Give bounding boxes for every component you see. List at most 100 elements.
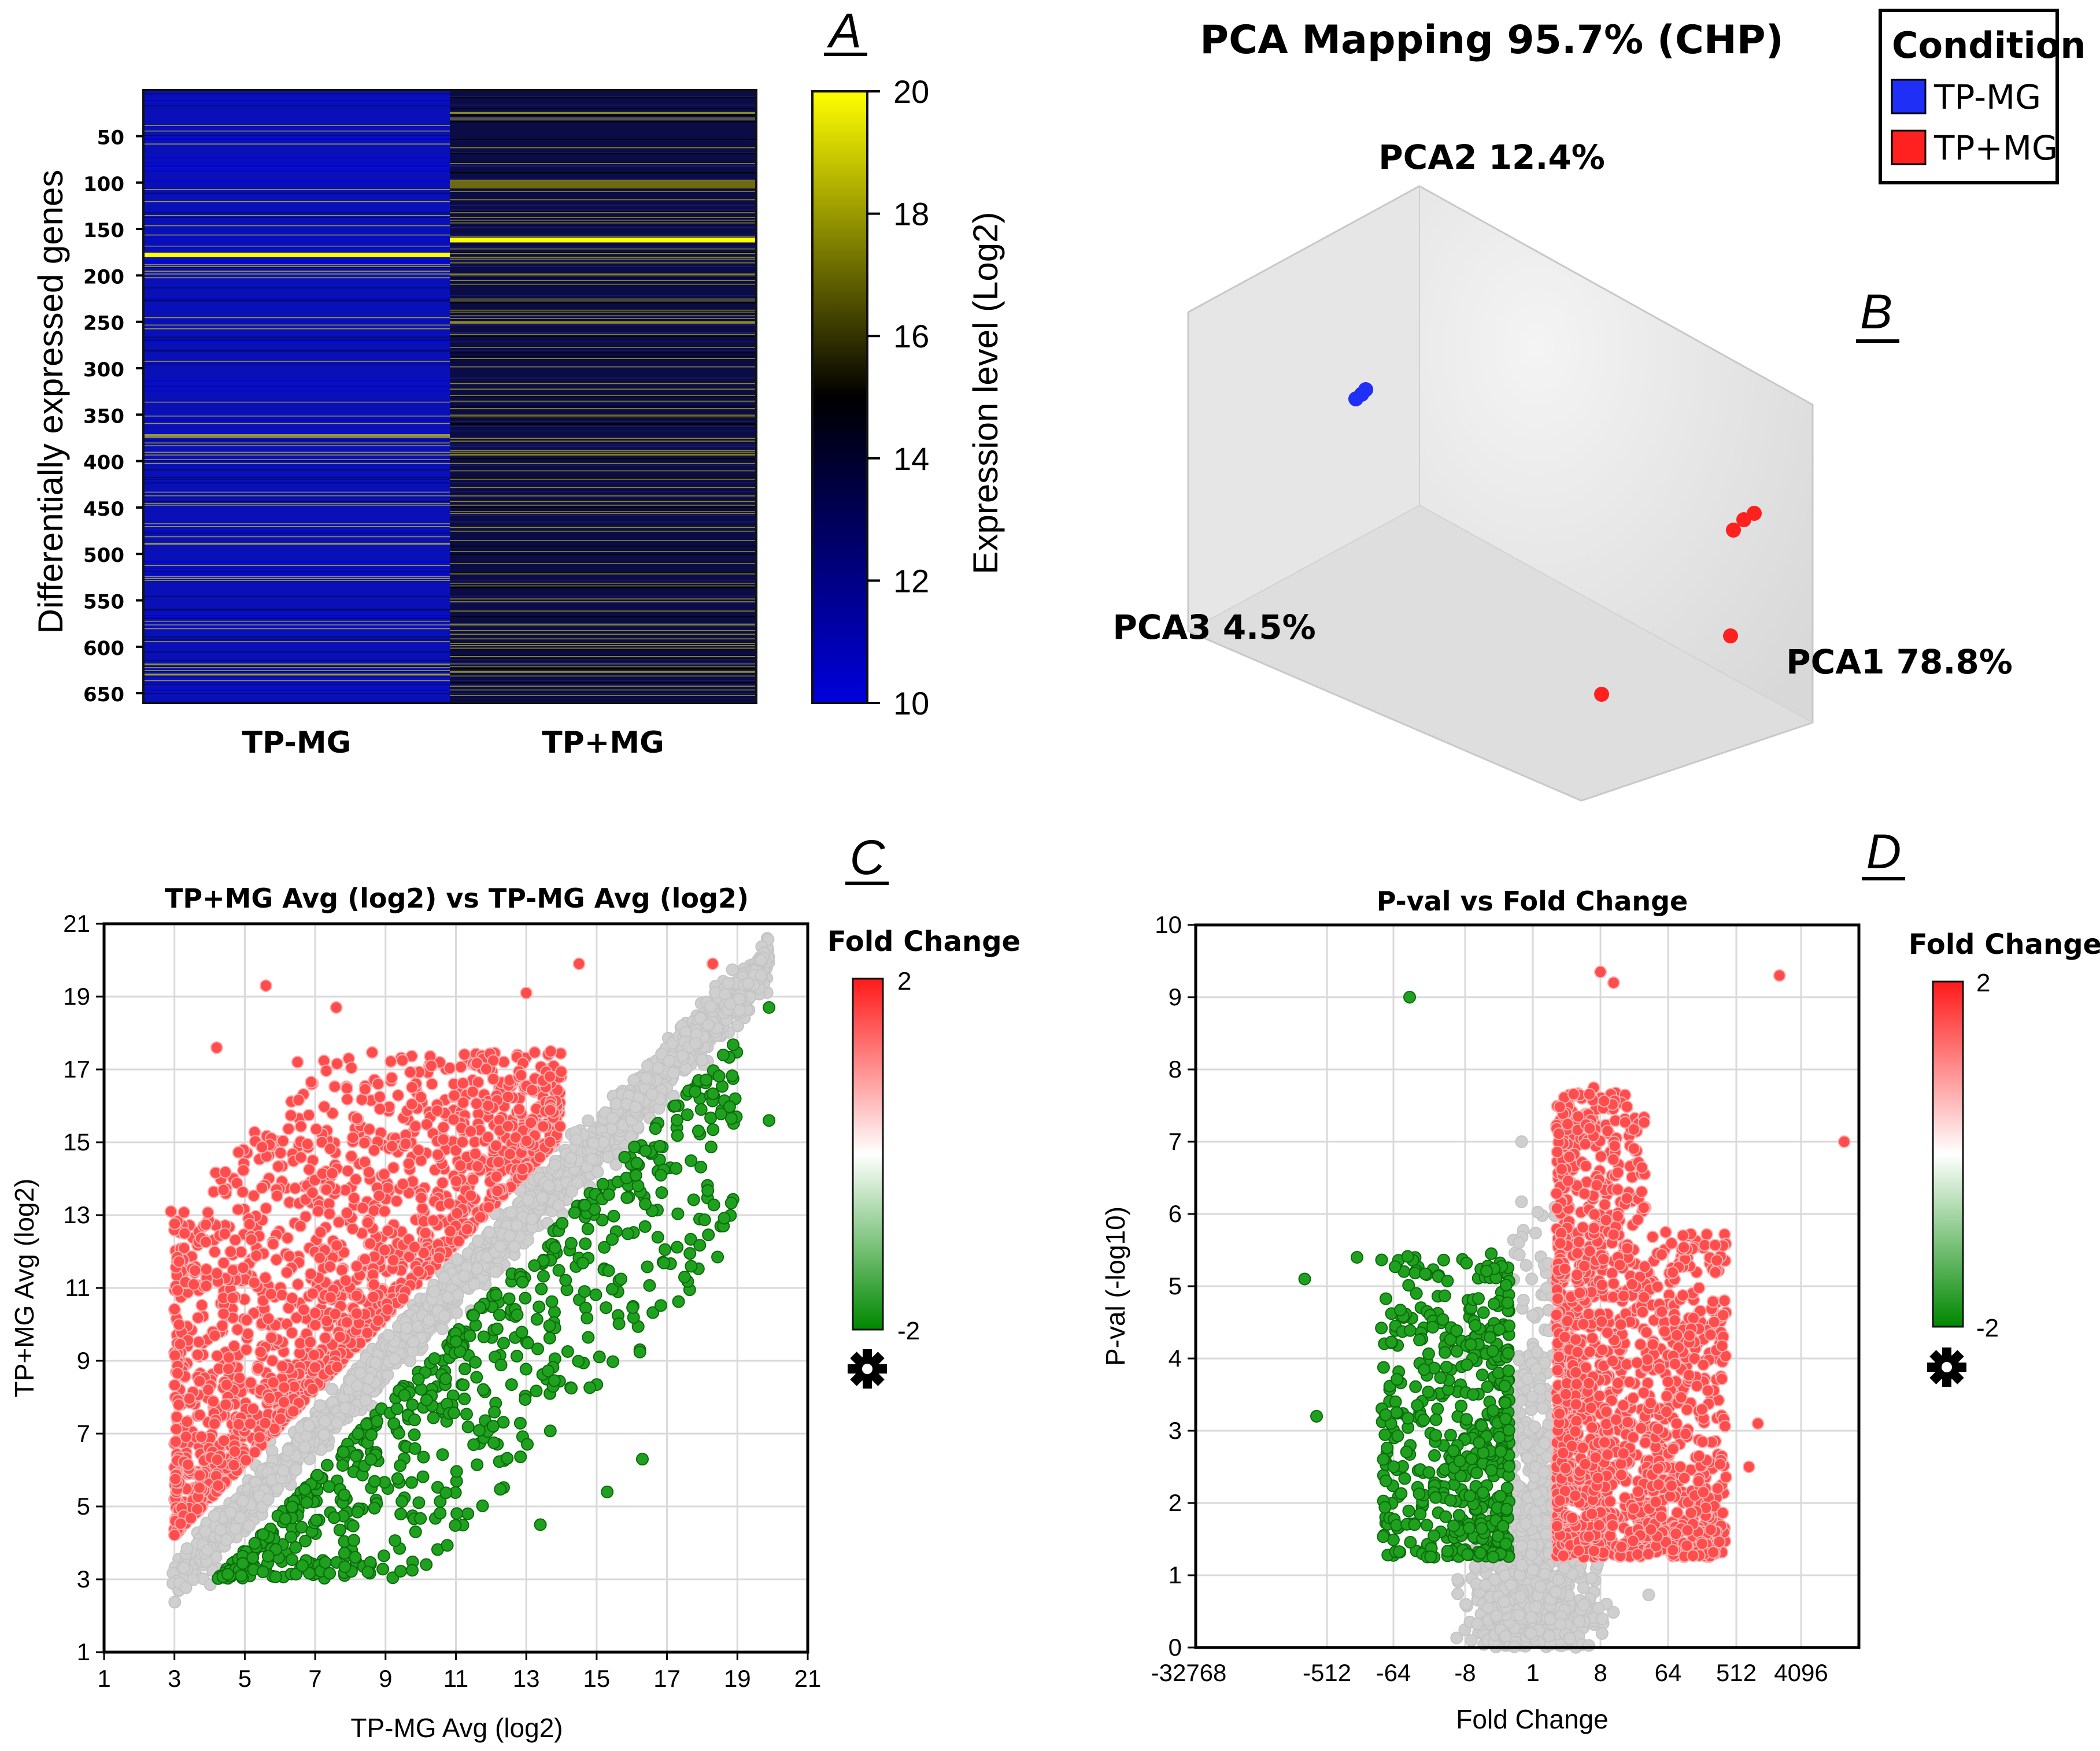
scatter-c-point-down — [327, 1511, 341, 1524]
heatmap-highlight-row — [143, 253, 450, 258]
scatter-c-point-down — [633, 1345, 646, 1358]
scatter-c-point-up — [324, 1142, 337, 1156]
panel-d-label: D — [1866, 824, 1902, 879]
scatter-c-point-ns — [208, 1509, 221, 1523]
scatter-c-point-up — [253, 1431, 266, 1444]
scatter-c-point-up — [193, 1375, 206, 1388]
scatter-c-point-down — [510, 1349, 523, 1363]
scatter-c-point-up — [171, 1284, 184, 1297]
scatter-c-point-down — [653, 1139, 667, 1153]
scatter-c-point-up — [179, 1430, 193, 1443]
scatter-c-point-up — [224, 1245, 237, 1258]
volcano-d-point-ns — [1642, 1588, 1655, 1601]
scatter-c-point-ns — [733, 993, 746, 1006]
scatter-c-point-up — [233, 1371, 246, 1384]
scatter-c-point-down — [702, 1228, 715, 1242]
scatter-c-point-down — [395, 1495, 409, 1508]
scatter-c-point-up — [544, 1045, 557, 1058]
heatmap-cell — [143, 139, 450, 140]
heatmap-cell — [143, 225, 450, 227]
scatter-c-point-down — [338, 1546, 351, 1560]
heatmap-cell — [450, 165, 756, 167]
volcano-d-point-ns — [1519, 1258, 1533, 1272]
scatter-c-point-up — [524, 1116, 538, 1130]
scatter-c-y-tick-label: 15 — [63, 1128, 90, 1156]
scatter-c-x-tick-label: 17 — [653, 1665, 681, 1692]
scatter-c-point-up — [419, 1227, 432, 1240]
heatmap-cell — [450, 321, 756, 323]
heatmap-cell — [143, 363, 450, 365]
scatter-c-point-down — [638, 1220, 652, 1233]
heatmap-cell — [143, 423, 450, 424]
scatter-c-point-ns — [243, 1519, 256, 1532]
scatter-c-point-down — [668, 1100, 682, 1113]
heatmap-cell — [143, 264, 450, 265]
heatmap-cell — [450, 414, 756, 416]
scatter-c-point-ns — [552, 1198, 565, 1212]
scatter-c-point-down — [449, 1335, 463, 1348]
scatter-c-point-up — [201, 1206, 215, 1219]
pca-axis-label-pca1: PCA1 78.8% — [1786, 642, 2013, 682]
scatter-c-point-up — [437, 1121, 450, 1134]
scatter-c-point-up — [240, 1343, 253, 1356]
panel-d: D P-val vs Fold Change -32768 -512 -64 -8 1 8… — [1100, 824, 2100, 1734]
scatter-c-point-up — [324, 1291, 337, 1304]
scatter-c-point-up — [212, 1479, 225, 1492]
heatmap-cell — [143, 460, 450, 461]
volcano-d-point-ns — [1521, 1372, 1534, 1386]
scatter-c-point-up — [231, 1323, 244, 1337]
scatter-c-point-down — [459, 1363, 472, 1376]
scatter-c-point-up — [554, 1065, 568, 1078]
scatter-c-y-tick-label: 13 — [63, 1201, 90, 1228]
scatter-c-point-ns — [178, 1561, 191, 1575]
scatter-c-point-down — [490, 1322, 504, 1335]
scatter-c-point-down — [463, 1329, 476, 1342]
scatter-c-point-down — [578, 1198, 591, 1212]
scatter-c-point-down — [519, 1363, 533, 1376]
scatter-c-point-down — [405, 1476, 418, 1489]
scatter-c-point-down — [515, 1326, 528, 1339]
scatter-c-point-up — [409, 1120, 422, 1133]
scatter-c-point-down — [467, 1309, 480, 1322]
scatter-c-point-down — [671, 1207, 685, 1220]
heatmap-cell — [450, 277, 756, 279]
heatmap-cell — [450, 119, 756, 121]
scatter-c-point-up — [390, 1194, 403, 1208]
pca-point-tp-mg-3 — [1354, 387, 1369, 402]
scatter-c-point-up — [346, 1222, 359, 1235]
heatmap-cell — [450, 462, 756, 464]
scatter-c-point-ns — [629, 1101, 642, 1114]
scatter-c-point-up — [208, 1417, 221, 1430]
scatter-c-point-up — [168, 1528, 181, 1542]
scatter-c-point-down — [371, 1415, 384, 1428]
heatmap-cell — [143, 523, 450, 524]
heatmap-colorbar-tick-label: 20 — [893, 73, 929, 110]
scatter-c-y-tick-label: 1 — [77, 1638, 90, 1665]
scatter-c-point-ns — [726, 963, 739, 976]
heatmap-cell — [143, 336, 450, 338]
scatter-c-point-up — [195, 1298, 209, 1312]
volcano-d-point-ns — [1526, 1309, 1539, 1322]
heatmap-cell — [450, 634, 756, 635]
heatmap-cell — [450, 151, 756, 153]
heatmap-cell — [143, 217, 450, 218]
scatter-c-point-ns — [359, 1394, 372, 1407]
heatmap-cell — [143, 531, 450, 532]
scatter-c-point-up — [169, 1423, 183, 1436]
scatter-c-point-up — [482, 1201, 496, 1214]
scatter-c-point-up — [252, 1362, 265, 1375]
scatter-c-settings-icon[interactable] — [848, 1349, 887, 1389]
heatmap-cell — [450, 453, 756, 455]
scatter-c-point-down — [548, 1305, 561, 1319]
scatter-c-point-up — [391, 1089, 405, 1102]
scatter-c-point-up — [292, 1093, 305, 1106]
heatmap-cell — [450, 573, 756, 575]
scatter-c-point-up — [361, 1216, 374, 1229]
pca-legend-swatch-tp-plus-mg — [1891, 129, 1927, 165]
scatter-c-point-ns — [229, 1522, 242, 1535]
scatter-c-point-up — [443, 1224, 457, 1238]
scatter-c-point-ns — [689, 1037, 702, 1050]
scatter-c-point-up — [317, 1100, 331, 1113]
scatter-c-point-up — [313, 1251, 326, 1264]
scatter-c-point-up — [386, 1139, 399, 1153]
